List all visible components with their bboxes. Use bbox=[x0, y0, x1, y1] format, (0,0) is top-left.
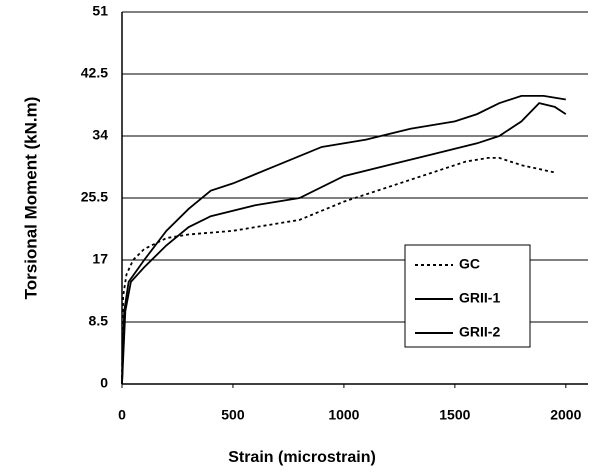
y-tick-label: 42.5 bbox=[81, 65, 108, 81]
legend-label: GC bbox=[459, 256, 480, 272]
y-tick-label: 17 bbox=[92, 251, 108, 267]
x-tick-label: 2000 bbox=[550, 407, 581, 423]
y-tick-label: 34 bbox=[92, 127, 108, 143]
x-tick-label: 1500 bbox=[439, 407, 470, 423]
x-tick-label: 0 bbox=[118, 407, 126, 423]
legend-box bbox=[404, 244, 531, 348]
x-axis-label: Strain (microstrain) bbox=[228, 449, 376, 466]
y-axis-label: Torsional Moment (kN.m) bbox=[21, 97, 40, 300]
y-tick-label: 8.5 bbox=[89, 313, 109, 329]
legend-label: GRII-2 bbox=[459, 324, 500, 340]
series-line bbox=[121, 156, 555, 385]
x-tick-label: 1000 bbox=[328, 407, 359, 423]
series-line bbox=[121, 94, 566, 385]
series-line bbox=[121, 102, 567, 385]
x-tick-label: 500 bbox=[221, 407, 245, 423]
y-tick-label: 0 bbox=[100, 375, 108, 391]
y-tick-label: 25.5 bbox=[81, 189, 108, 205]
y-tick-label: 51 bbox=[92, 3, 108, 19]
legend-label: GRII-1 bbox=[459, 290, 500, 306]
